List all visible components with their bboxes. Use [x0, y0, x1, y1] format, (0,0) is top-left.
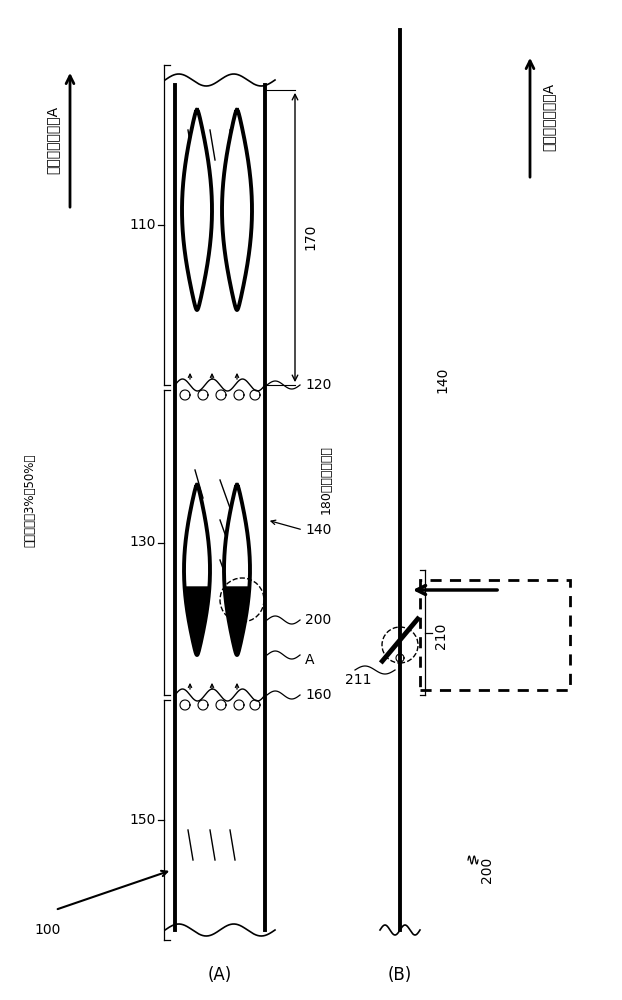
Polygon shape — [182, 110, 212, 310]
Text: 211: 211 — [345, 673, 371, 687]
Text: A: A — [305, 653, 315, 667]
Text: 140: 140 — [435, 367, 449, 393]
Text: 170: 170 — [303, 224, 317, 250]
Text: 120: 120 — [305, 378, 332, 392]
Text: 200: 200 — [305, 613, 332, 627]
Text: 纤维束行进方向A: 纤维束行进方向A — [45, 106, 59, 174]
Text: （含有率：3%～50%）: （含有率：3%～50%） — [24, 453, 37, 547]
Text: 210: 210 — [434, 622, 448, 649]
Polygon shape — [222, 110, 252, 310]
Text: 130: 130 — [129, 536, 156, 550]
Text: 150: 150 — [129, 813, 156, 827]
Polygon shape — [225, 587, 249, 655]
Polygon shape — [185, 587, 210, 655]
Text: (B): (B) — [388, 966, 412, 984]
Text: 180部分分纤维束: 180部分分纤维束 — [320, 446, 333, 514]
Text: 160: 160 — [305, 688, 332, 702]
Text: 纤维束行进方向A: 纤维束行进方向A — [541, 83, 555, 151]
Text: 100: 100 — [35, 923, 61, 937]
Text: 200: 200 — [480, 857, 494, 883]
Text: 110: 110 — [129, 218, 156, 232]
Text: 140: 140 — [305, 523, 332, 537]
Polygon shape — [184, 485, 210, 655]
Polygon shape — [224, 485, 250, 655]
Text: (A): (A) — [208, 966, 232, 984]
